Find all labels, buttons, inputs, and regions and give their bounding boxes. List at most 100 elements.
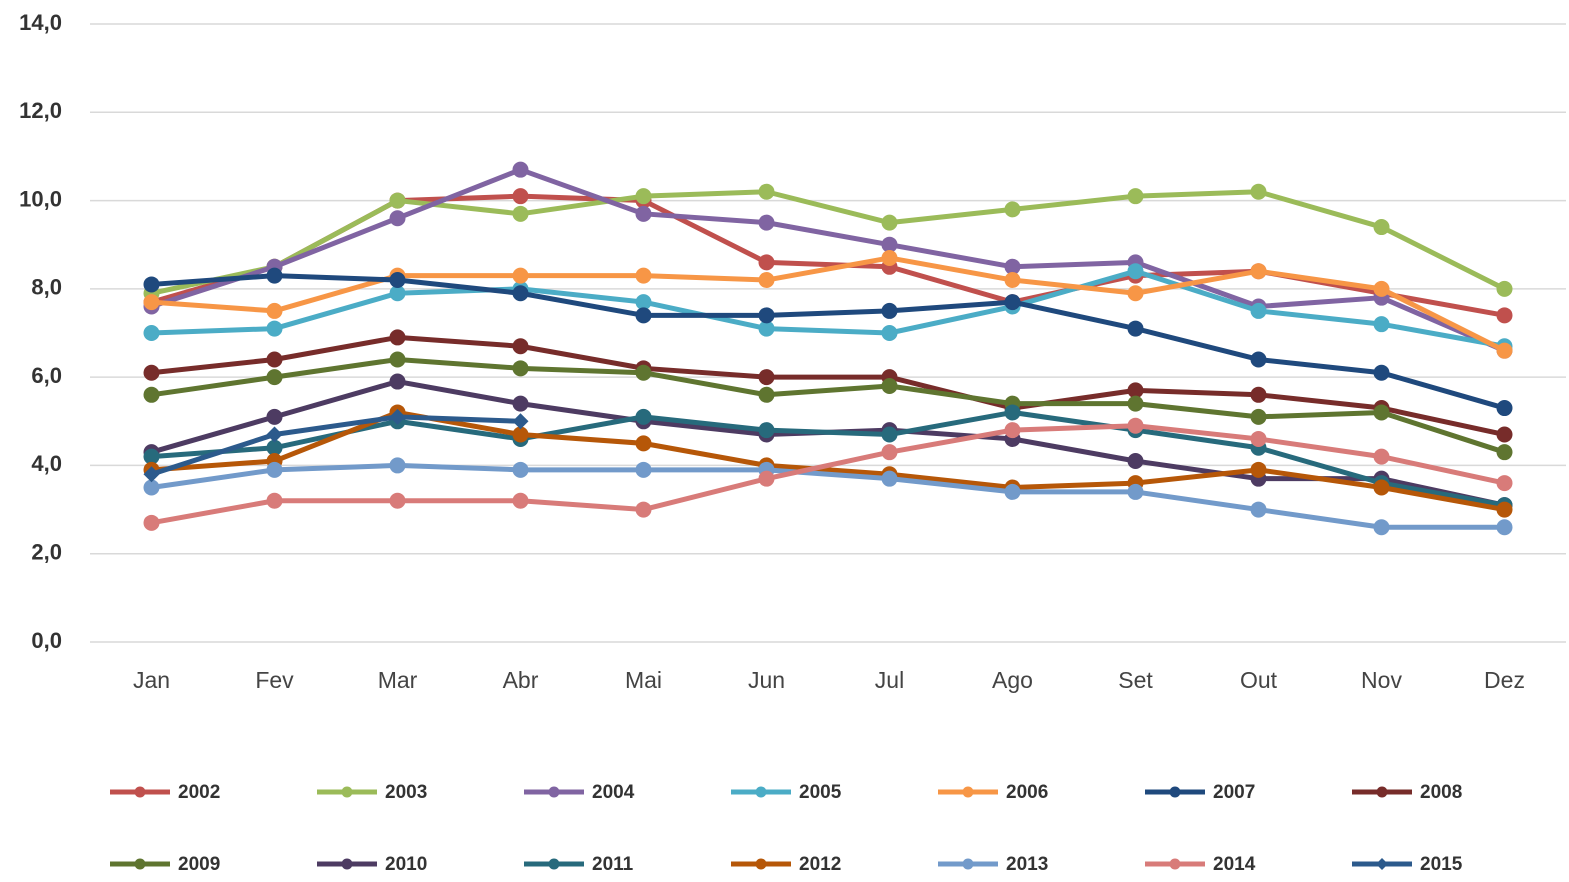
series-line	[151, 409, 1505, 508]
legend-item: 2005	[731, 782, 842, 803]
marker	[389, 492, 406, 509]
marker	[1127, 453, 1144, 470]
marker	[143, 448, 160, 465]
marker	[389, 285, 406, 302]
legend-label: 2009	[178, 854, 220, 875]
marker	[758, 470, 775, 487]
marker	[1373, 364, 1390, 381]
marker	[266, 320, 283, 337]
series-line	[151, 462, 1505, 530]
marker	[1496, 307, 1513, 324]
marker	[143, 325, 160, 341]
marker	[266, 426, 283, 443]
marker	[1250, 386, 1267, 403]
x-tick-label: Jul	[875, 667, 904, 693]
legend-marker	[755, 786, 767, 798]
marker	[881, 249, 898, 266]
marker	[389, 272, 406, 289]
marker	[758, 272, 775, 289]
series-line	[151, 356, 1506, 455]
marker	[389, 351, 406, 368]
marker	[1127, 417, 1144, 434]
series	[143, 263, 1513, 355]
marker	[1496, 475, 1513, 492]
marker	[143, 276, 160, 293]
series-line	[150, 167, 1506, 353]
marker	[881, 302, 898, 319]
marker	[881, 426, 898, 443]
marker	[143, 294, 160, 311]
legend-label: 2013	[1006, 854, 1048, 875]
legend-marker	[1376, 858, 1388, 870]
marker	[635, 188, 652, 205]
legend-item: 2010	[317, 854, 427, 875]
legend-marker	[134, 858, 146, 870]
marker	[1127, 285, 1144, 302]
marker	[635, 461, 652, 478]
marker	[1127, 382, 1144, 399]
x-tick-label: Jan	[133, 667, 170, 693]
y-tick-label: 2,0	[31, 540, 62, 565]
legend-item: 2002	[110, 782, 220, 803]
marker	[512, 285, 529, 302]
marker	[143, 479, 160, 496]
series-line	[150, 189, 1506, 296]
marker	[1373, 316, 1390, 333]
series	[143, 457, 1513, 536]
legend-item: 2007	[1145, 782, 1255, 803]
marker	[1004, 404, 1021, 421]
series	[143, 373, 1513, 514]
marker	[266, 267, 283, 284]
marker	[143, 466, 160, 483]
marker	[635, 408, 652, 425]
marker	[1250, 408, 1267, 425]
marker	[758, 254, 775, 271]
marker	[512, 413, 529, 430]
marker	[266, 439, 283, 456]
marker	[635, 435, 652, 452]
legend-label: 2008	[1420, 782, 1462, 803]
marker	[881, 325, 898, 341]
marker	[1250, 263, 1267, 280]
marker	[1127, 320, 1144, 337]
series	[143, 351, 1513, 461]
legend-marker	[962, 786, 974, 798]
marker	[1127, 395, 1144, 412]
x-tick-label: Ago	[992, 667, 1033, 693]
marker	[758, 183, 775, 200]
marker	[512, 360, 529, 377]
legend-label: 2005	[799, 782, 842, 803]
legend-marker	[962, 858, 974, 870]
marker	[1496, 342, 1513, 359]
marker	[1250, 461, 1267, 478]
marker	[266, 369, 283, 386]
legend-marker	[548, 858, 560, 870]
legend-item: 2004	[524, 782, 635, 803]
marker	[1127, 188, 1144, 205]
marker	[266, 302, 283, 319]
marker	[635, 267, 652, 284]
series	[143, 267, 1513, 417]
marker	[635, 501, 652, 518]
legend-label: 2002	[178, 782, 220, 803]
marker	[1004, 422, 1021, 439]
marker	[1373, 448, 1390, 465]
marker	[143, 386, 160, 403]
series-line	[150, 193, 1505, 318]
marker	[1250, 501, 1267, 518]
legend-item: 2011	[524, 854, 634, 875]
marker	[1004, 294, 1021, 311]
series	[143, 404, 1513, 514]
marker	[758, 214, 775, 231]
marker	[512, 395, 529, 412]
legend-label: 2012	[799, 854, 841, 875]
marker	[758, 386, 775, 403]
marker	[512, 205, 529, 222]
marker	[758, 369, 775, 386]
marker	[881, 214, 898, 231]
legend-marker	[755, 858, 767, 870]
marker	[1127, 263, 1144, 280]
series-line	[151, 334, 1506, 437]
marker	[266, 461, 283, 478]
x-tick-label: Set	[1118, 667, 1153, 693]
